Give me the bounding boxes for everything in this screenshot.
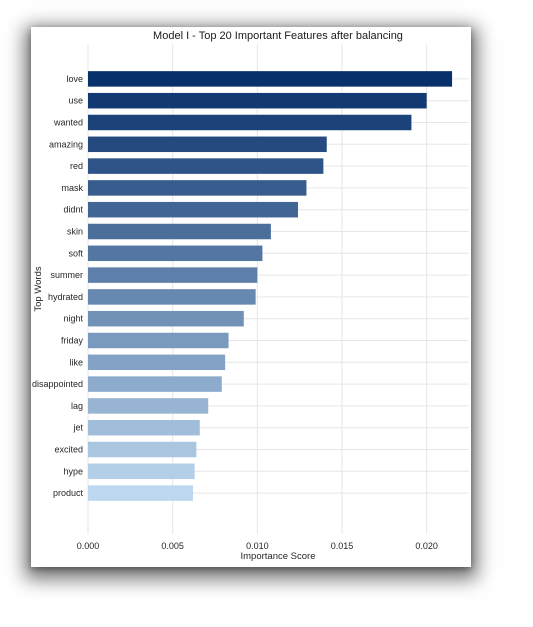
y-tick-label: night: [63, 314, 83, 324]
bar-use: [88, 92, 427, 109]
bar-product: [88, 485, 193, 501]
y-tick-label: amazing: [49, 139, 83, 149]
y-tick-label: hype: [63, 466, 83, 476]
bar-night: [88, 310, 244, 327]
bar-summer: [88, 267, 258, 283]
x-tick-label: 0.010: [246, 541, 269, 551]
y-tick-label: skin: [67, 227, 83, 237]
bar-excited: [88, 441, 197, 458]
y-tick-label: red: [70, 161, 83, 171]
y-tick-label: mask: [61, 183, 83, 193]
bar-mask: [88, 180, 307, 196]
bar-wanted: [88, 114, 412, 131]
bars: [88, 71, 453, 501]
y-tick-label: excited: [54, 445, 83, 455]
x-tick-label: 0.015: [331, 541, 354, 551]
x-axis-title: Importance Score: [241, 551, 316, 562]
bar-didnt: [88, 201, 298, 218]
bar-jet: [88, 419, 200, 436]
y-tick-label: summer: [50, 270, 83, 280]
x-tick-labels: 0.000 0.005 0.010 0.015 0.020: [77, 541, 438, 551]
y-tick-label: product: [53, 488, 84, 498]
bar-love: [88, 71, 453, 87]
y-tick-label: wanted: [53, 118, 83, 128]
chart-title: Model I - Top 20 Important Features afte…: [153, 30, 403, 42]
bar-disappointed: [88, 376, 222, 392]
y-tick-labels: love use wanted amazing red mask didnt skin soft…: [32, 74, 84, 498]
bar-skin: [88, 223, 271, 240]
x-tick-label: 0.020: [415, 541, 438, 551]
y-tick-label: lag: [71, 401, 83, 411]
y-tick-label: jet: [72, 423, 83, 433]
y-tick-label: didnt: [63, 205, 83, 215]
bar-hype: [88, 463, 195, 480]
y-axis-title: Top Words: [33, 266, 44, 311]
bar-soft: [88, 245, 263, 262]
x-tick-label: 0.000: [77, 541, 100, 551]
y-tick-label: friday: [61, 336, 84, 346]
bar-friday: [88, 332, 229, 349]
y-tick-label: like: [69, 357, 83, 367]
bar-amazing: [88, 136, 327, 153]
bar-red: [88, 158, 324, 174]
bar-hydrated: [88, 289, 256, 305]
y-tick-label: hydrated: [48, 292, 83, 302]
chart-card: love use wanted amazing red mask didnt skin soft…: [31, 27, 471, 567]
y-tick-label: love: [66, 74, 83, 84]
y-tick-label: soft: [68, 248, 83, 258]
bar-chart: love use wanted amazing red mask didnt skin soft…: [32, 30, 469, 562]
x-tick-label: 0.005: [161, 541, 184, 551]
bar-like: [88, 354, 226, 371]
y-tick-label: disappointed: [32, 379, 83, 389]
bar-lag: [88, 398, 209, 414]
y-tick-label: use: [68, 96, 83, 106]
